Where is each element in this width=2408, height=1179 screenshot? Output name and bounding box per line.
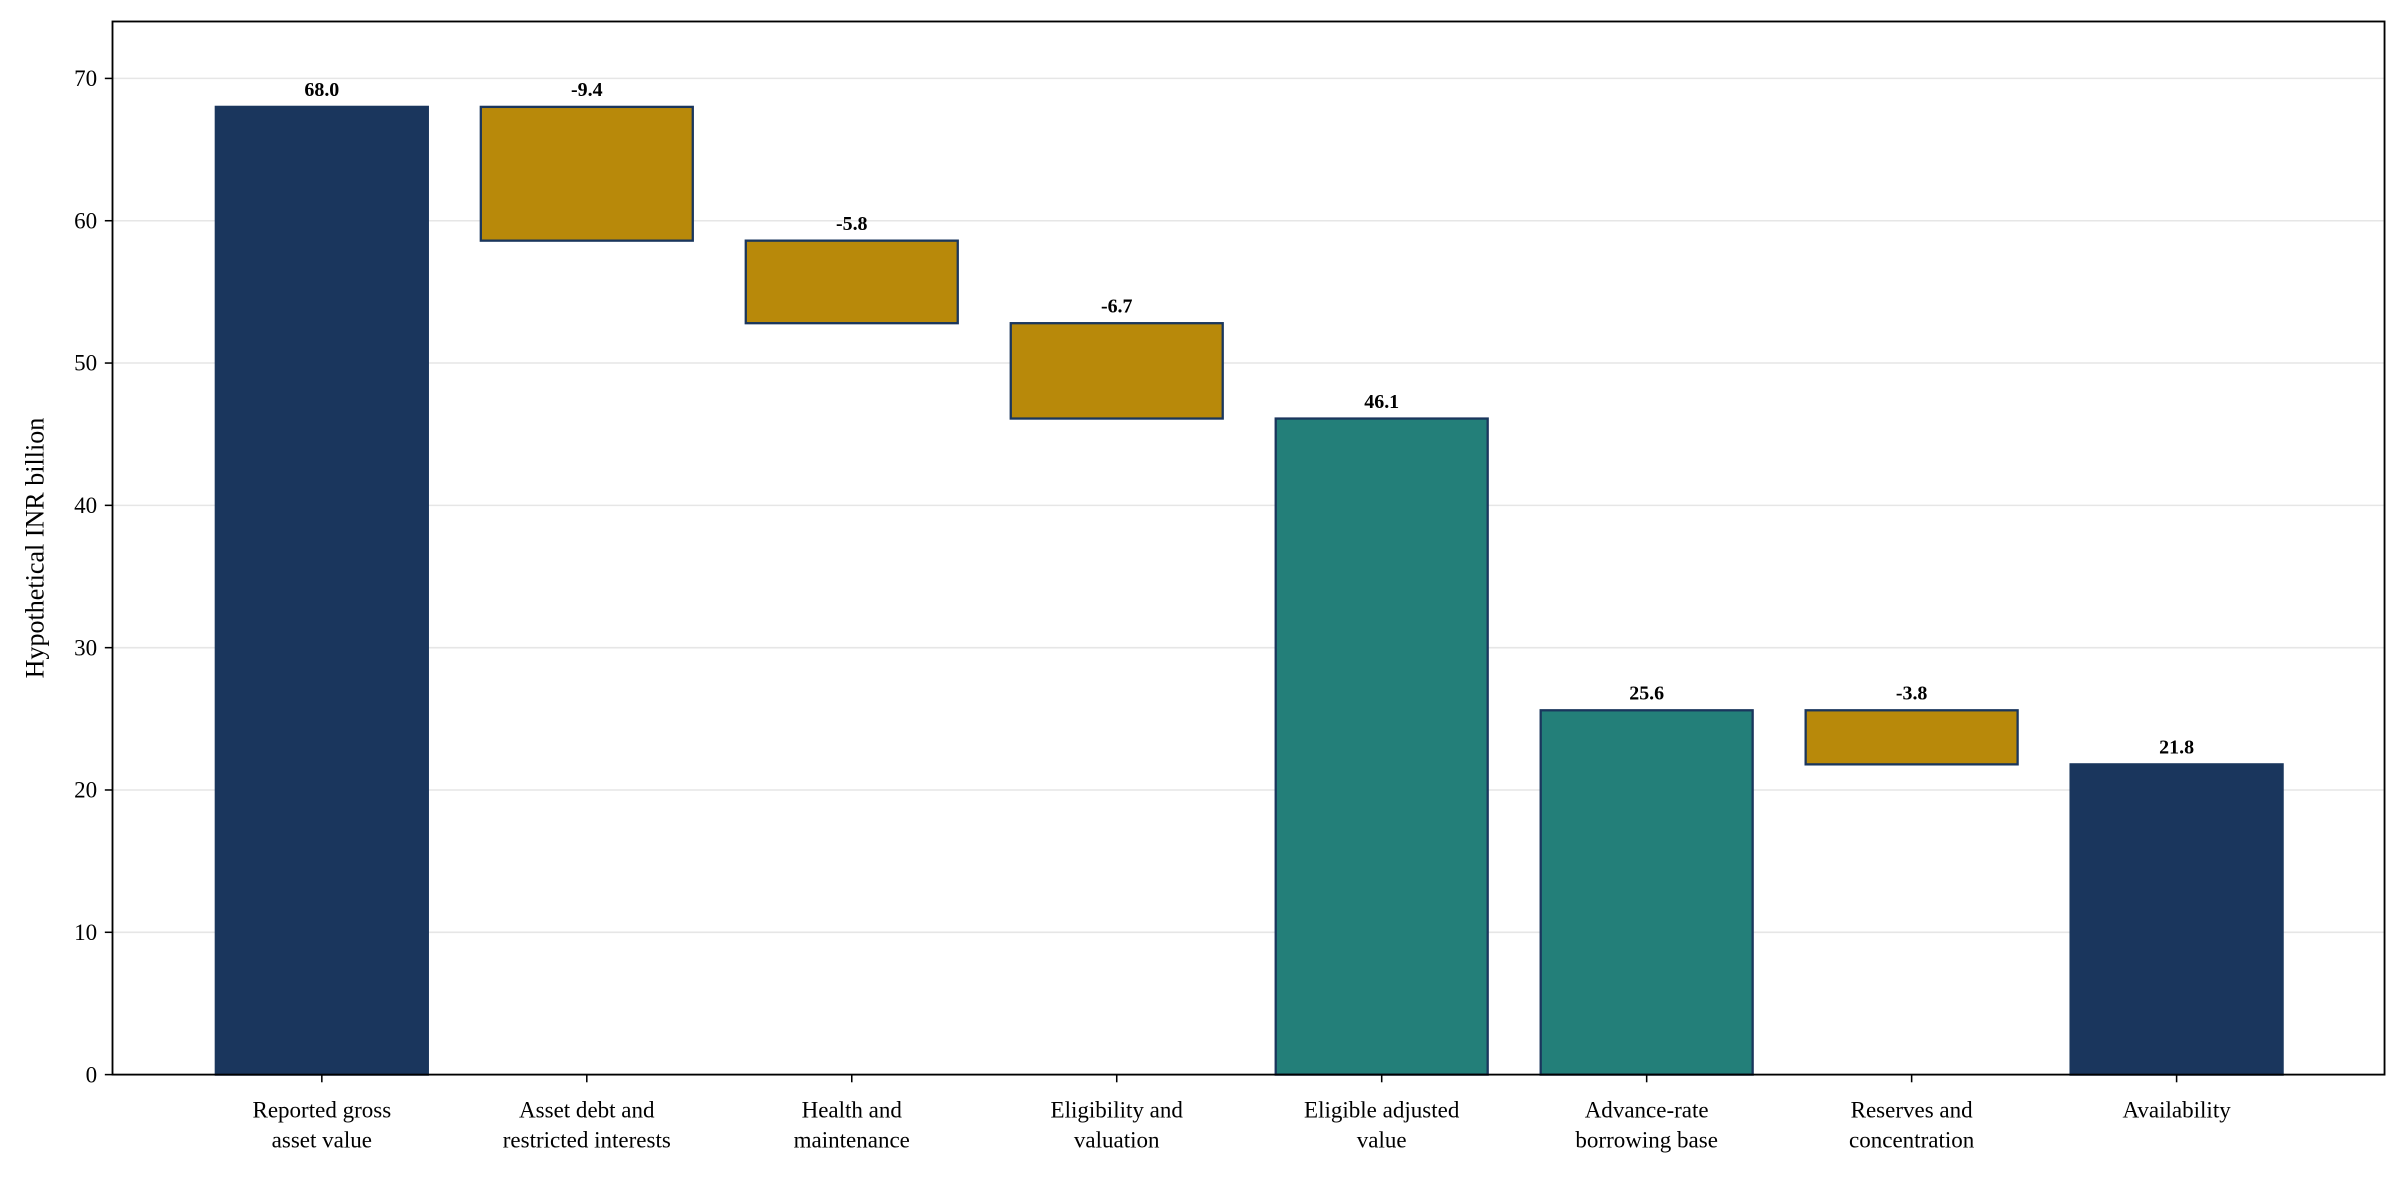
y-tick-label: 40 (74, 492, 97, 518)
value-label: -3.8 (1896, 683, 1928, 705)
bar (2069, 763, 2284, 1076)
bar (744, 239, 959, 325)
value-label: 46.1 (1364, 391, 1399, 413)
y-tick-label: 20 (74, 777, 97, 803)
value-label: -5.8 (836, 213, 868, 235)
x-tick-label: Asset debt and restricted interests (503, 1097, 671, 1153)
bar (1539, 709, 1754, 1076)
y-tick-label: 50 (74, 350, 97, 376)
y-tick-label: 60 (74, 207, 97, 233)
bar (1009, 322, 1224, 420)
x-tick-label: Eligibility and valuation (1051, 1097, 1184, 1153)
bar (479, 105, 694, 242)
x-tick-label: Health and maintenance (794, 1097, 910, 1153)
y-tick-label: 30 (74, 634, 97, 660)
x-tick-label: Advance-rate borrowing base (1575, 1097, 1718, 1153)
y-tick-label: 10 (74, 919, 97, 945)
value-label: 68.0 (304, 79, 339, 101)
x-tick-label: Availability (2122, 1097, 2231, 1123)
y-tick-label: 70 (74, 65, 97, 91)
bar (1274, 417, 1489, 1076)
x-tick-label: Reserves and concentration (1849, 1097, 1975, 1153)
x-tick-label: Eligible adjusted value (1304, 1097, 1460, 1153)
bar (1804, 709, 2019, 766)
value-label: -6.7 (1101, 295, 1133, 317)
x-tick-label: Reported gross asset value (252, 1097, 391, 1153)
bar (214, 105, 429, 1076)
value-label: -9.4 (571, 79, 603, 101)
y-tick-label: 0 (86, 1061, 98, 1087)
value-label: 21.8 (2159, 737, 2194, 759)
plot-frame (111, 20, 2386, 1076)
y-axis-label: Hypothetical INR billion (20, 418, 49, 679)
value-label: 25.6 (1629, 683, 1664, 705)
